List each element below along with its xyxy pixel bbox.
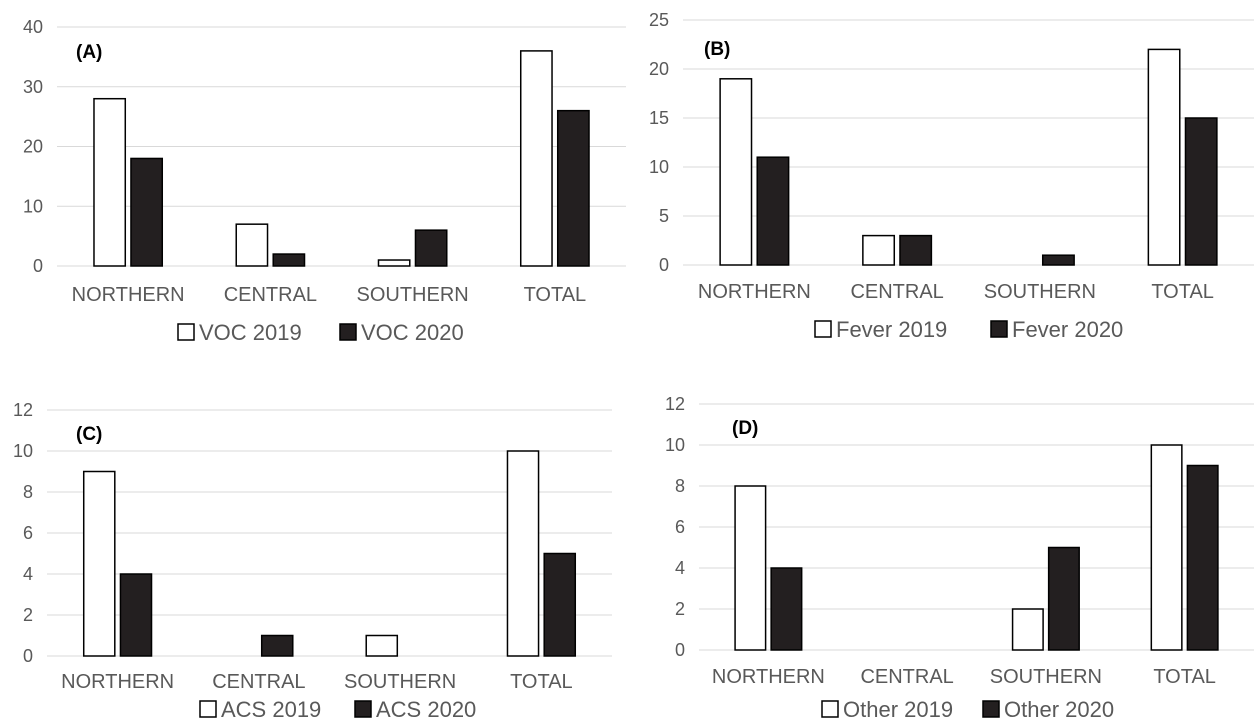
y-tick-label: 10 <box>23 196 43 216</box>
x-category-label: NORTHERN <box>712 666 825 688</box>
y-tick-label: 2 <box>675 599 685 619</box>
y-tick-label: 0 <box>675 640 685 660</box>
bar-series-2 <box>1041 254 1075 266</box>
legend-label: ACS 2020 <box>376 697 476 722</box>
bar-series-1 <box>235 223 269 267</box>
y-tick-label: 6 <box>23 523 33 543</box>
legend-swatch <box>199 700 217 718</box>
bar-series-1 <box>82 470 116 657</box>
x-category-label: NORTHERN <box>61 671 174 693</box>
y-tick-label: 20 <box>23 137 43 157</box>
legend-label: Other 2019 <box>843 697 953 722</box>
y-tick-label: 4 <box>23 564 33 584</box>
y-tick-label: 15 <box>649 108 669 128</box>
chart-panel-c: 0 2 4 6 8 10 12 (C) NORTHERN CENTRAL SOUTHERN TOTAL… <box>13 400 612 722</box>
chart-panel-a: 0 10 20 30 40 (A) NORTHERN CENTRAL SOUTHERN TOTAL… <box>23 17 626 345</box>
x-category-label: TOTAL <box>1153 666 1216 688</box>
x-category-label: CENTRAL <box>860 666 953 688</box>
legend-label: ACS 2019 <box>221 697 321 722</box>
bar-series-2 <box>770 567 803 651</box>
x-category-label: CENTRAL <box>212 671 305 693</box>
bar-series-1 <box>1150 444 1183 651</box>
bar-series-2 <box>1184 117 1218 266</box>
y-tick-label: 25 <box>649 10 669 30</box>
y-tick-label: 10 <box>649 157 669 177</box>
bar-series-1 <box>719 78 753 266</box>
bar-series-2 <box>119 573 153 657</box>
legend-swatch <box>177 323 195 341</box>
bar-series-1 <box>1011 608 1044 651</box>
bar-series-2 <box>756 156 790 266</box>
bar-series-2 <box>260 634 294 657</box>
panel-title: (C) <box>76 424 102 445</box>
bar-series-2 <box>130 157 164 267</box>
y-tick-label: 4 <box>675 558 685 578</box>
y-tick-label: 0 <box>659 255 669 275</box>
chart-panel-b: 0 5 10 15 20 25 (B) NORTHERN CENTRAL SOUTHERN TOTA… <box>649 10 1254 342</box>
bar-series-1 <box>519 50 553 267</box>
bar-series-2 <box>543 552 577 657</box>
x-category-label: TOTAL <box>1151 281 1214 303</box>
x-category-label: SOUTHERN <box>344 671 456 693</box>
y-tick-label: 6 <box>675 517 685 537</box>
y-tick-label: 0 <box>23 646 33 666</box>
y-tick-label: 12 <box>665 394 685 414</box>
legend-label: Other 2020 <box>1004 697 1114 722</box>
x-category-label: NORTHERN <box>72 284 185 306</box>
panel-title: (D) <box>732 418 758 439</box>
x-category-label: NORTHERN <box>698 281 811 303</box>
y-tick-label: 10 <box>665 435 685 455</box>
bar-series-1 <box>365 634 399 657</box>
bar-series-1 <box>1147 48 1181 266</box>
legend-swatch <box>982 700 1000 718</box>
bar-series-1 <box>734 485 767 651</box>
y-tick-label: 5 <box>659 206 669 226</box>
bar-series-2 <box>272 253 306 267</box>
y-tick-label: 20 <box>649 59 669 79</box>
legend-label: VOC 2020 <box>361 320 464 345</box>
panel-title: (B) <box>704 39 730 60</box>
y-tick-label: 30 <box>23 77 43 97</box>
legend-swatch <box>339 323 357 341</box>
y-tick-label: 2 <box>23 605 33 625</box>
y-tick-label: 8 <box>675 476 685 496</box>
x-category-label: CENTRAL <box>850 281 943 303</box>
x-category-label: SOUTHERN <box>984 281 1096 303</box>
y-tick-label: 10 <box>13 441 33 461</box>
bar-series-1 <box>506 450 540 657</box>
y-tick-label: 12 <box>13 400 33 420</box>
bar-series-1 <box>93 97 127 267</box>
chart-panel-d: 0 2 4 6 8 10 12 (D) NORTHERN CENTRAL SOUTHERN TOTAL… <box>665 394 1254 722</box>
legend-label: Fever 2020 <box>1012 317 1123 342</box>
x-category-label: TOTAL <box>524 284 587 306</box>
y-tick-label: 8 <box>23 482 33 502</box>
y-tick-label: 40 <box>23 17 43 37</box>
bar-series-2 <box>414 229 448 267</box>
bar-series-2 <box>899 234 933 266</box>
bar-series-2 <box>1047 546 1080 651</box>
x-category-label: TOTAL <box>510 671 573 693</box>
panel-title: (A) <box>76 42 102 63</box>
bar-series-1 <box>862 234 896 266</box>
legend-swatch <box>814 320 832 338</box>
legend-label: VOC 2019 <box>199 320 302 345</box>
legend-label: Fever 2019 <box>836 317 947 342</box>
legend-swatch <box>990 320 1008 338</box>
y-tick-label: 0 <box>33 256 43 276</box>
x-category-label: SOUTHERN <box>990 666 1102 688</box>
bar-series-2 <box>556 109 590 267</box>
x-category-label: SOUTHERN <box>357 284 469 306</box>
bar-series-1 <box>377 259 411 267</box>
bar-series-2 <box>1186 464 1219 651</box>
legend-swatch <box>354 700 372 718</box>
legend-swatch <box>821 700 839 718</box>
x-category-label: CENTRAL <box>224 284 317 306</box>
